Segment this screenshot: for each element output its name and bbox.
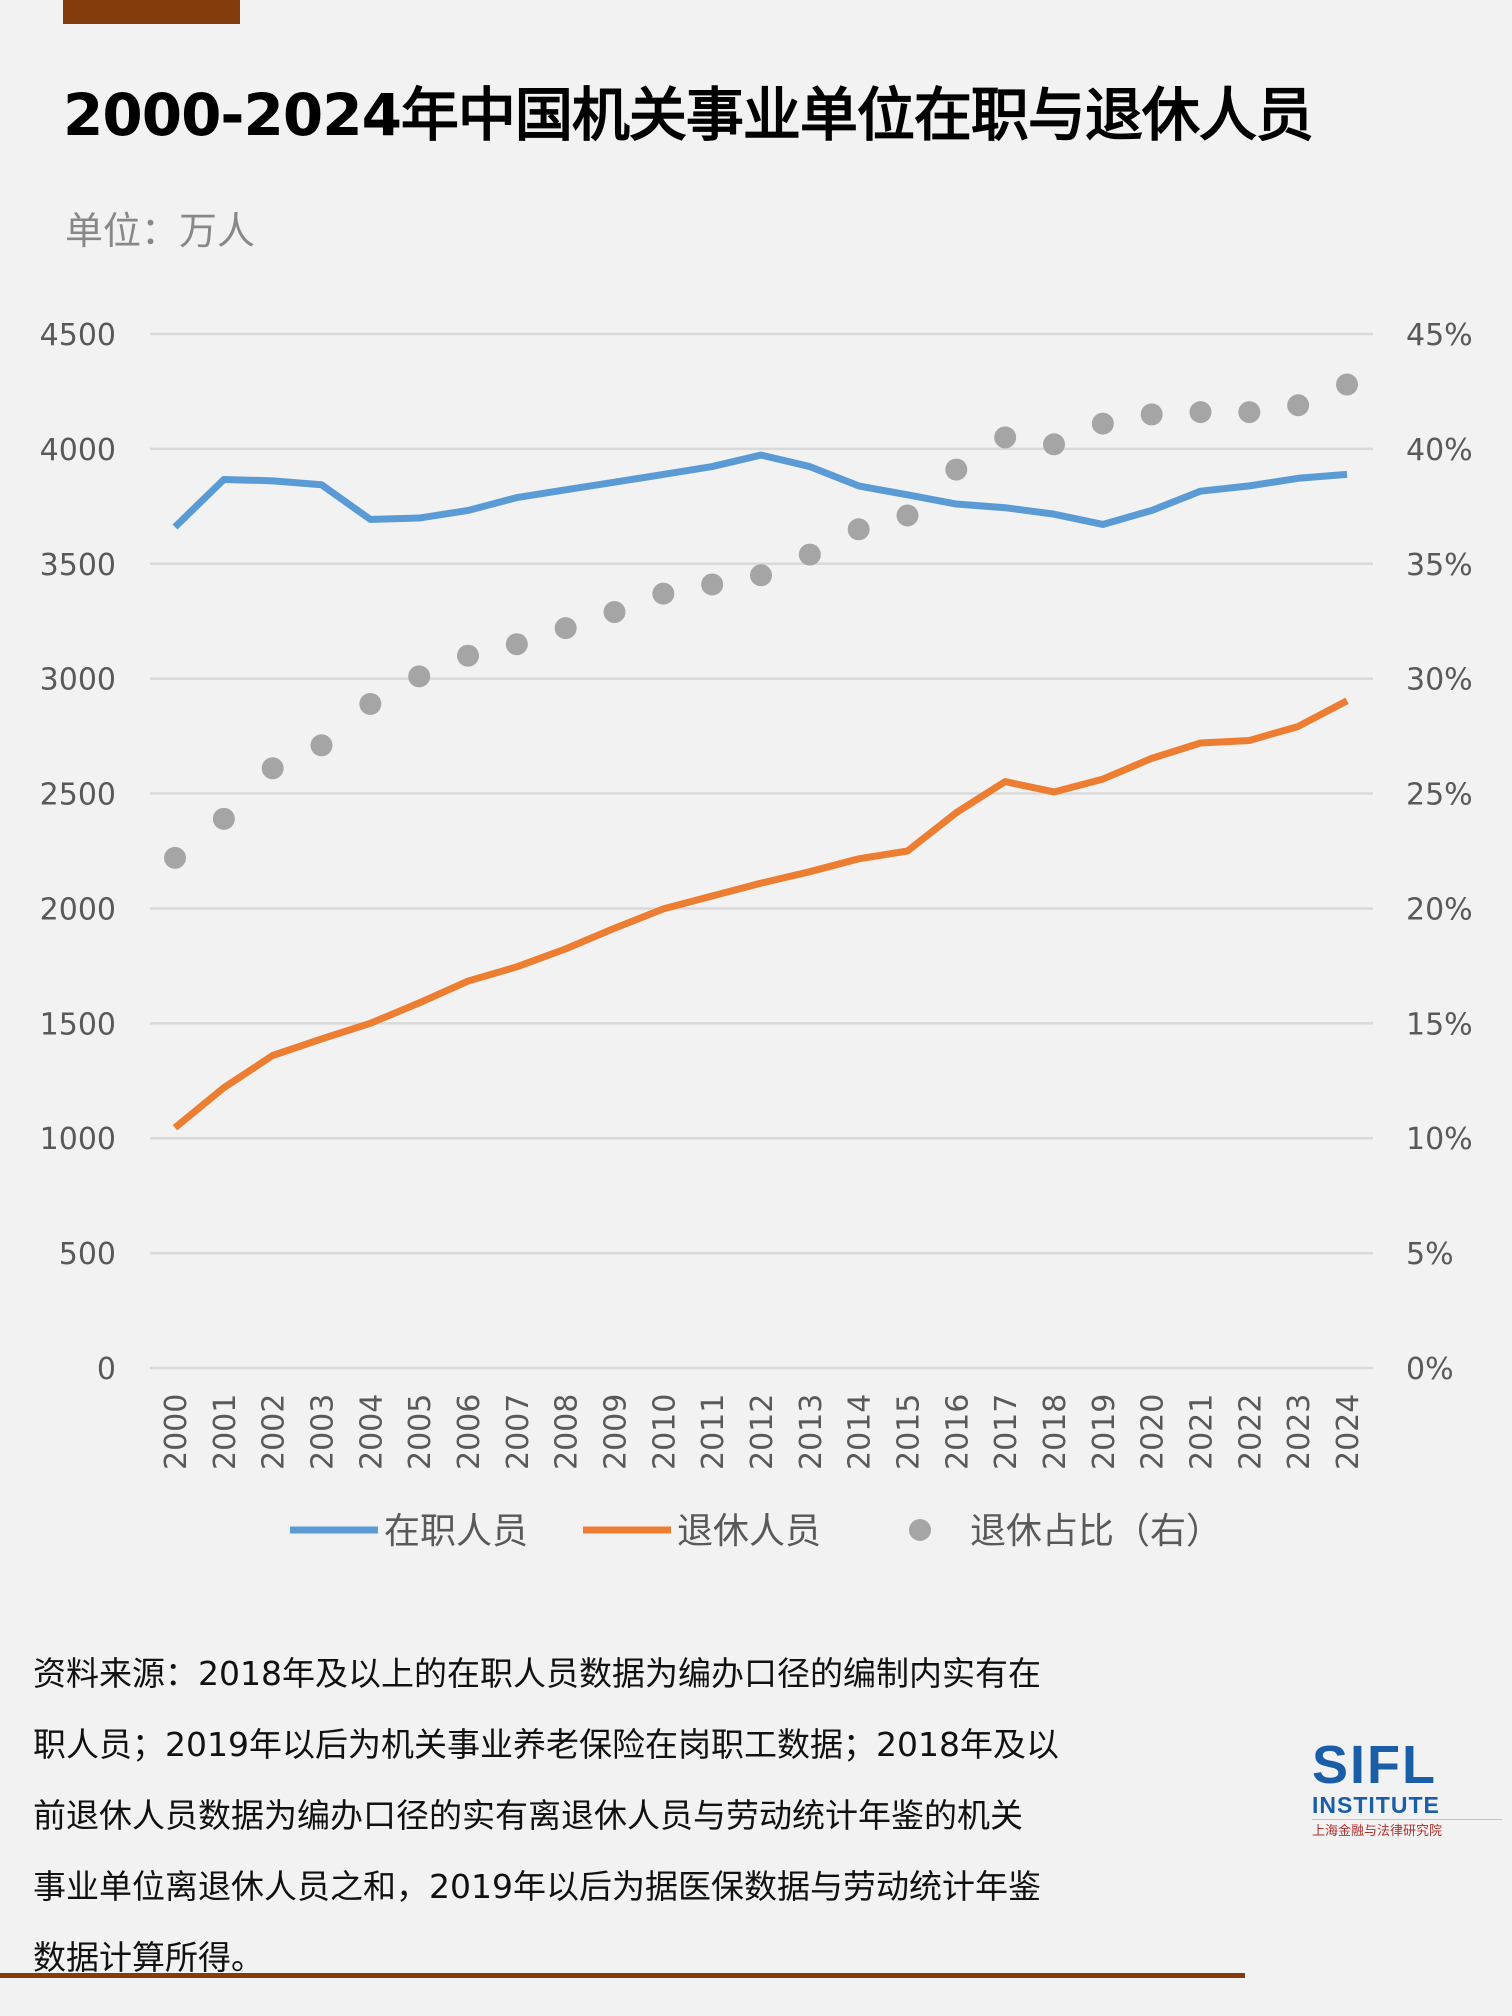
x-tick-label: 2022 [1233, 1394, 1268, 1470]
data-point [652, 582, 675, 605]
x-tick-label: 2000 [159, 1394, 194, 1470]
data-point [945, 458, 968, 481]
x-tick-label: 2018 [1038, 1394, 1073, 1470]
data-point [310, 734, 333, 757]
left-tick-label: 4000 [40, 433, 116, 468]
x-tick-label: 2004 [354, 1394, 389, 1470]
data-point [554, 617, 577, 640]
source-line: 事业单位离退休人员之和，2019年以后为据医保数据与劳动统计年鉴 [33, 1867, 1041, 1906]
x-tick-label: 2002 [257, 1394, 292, 1470]
source-line: 数据计算所得。 [33, 1938, 264, 1977]
data-point [408, 665, 431, 688]
source-line: 资料来源：2018年及以上的在职人员数据为编办口径的编制内实有在 [33, 1654, 1041, 1693]
right-tick-label: 40% [1406, 433, 1473, 468]
source-note: 资料来源：2018年及以上的在职人员数据为编办口径的编制内实有在 职人员；201… [33, 1638, 1233, 1993]
x-tick-label: 2003 [306, 1394, 341, 1470]
x-tick-label: 2008 [550, 1394, 585, 1470]
x-tick-label: 2024 [1331, 1394, 1366, 1470]
x-tick-label: 2021 [1185, 1394, 1220, 1470]
series-line [172, 697, 1349, 1131]
x-tick-label: 2019 [1087, 1394, 1122, 1470]
left-tick-label: 500 [59, 1237, 116, 1272]
left-tick-label: 2500 [40, 778, 116, 813]
logo-cn: 上海金融与法律研究院 [1312, 1824, 1443, 1839]
source-line: 职人员；2019年以后为机关事业养老保险在岗职工数据；2018年及以 [33, 1725, 1059, 1764]
bottom-divider [0, 1973, 1245, 1978]
left-tick-label: 3500 [40, 548, 116, 583]
data-point [212, 807, 235, 830]
x-tick-label: 2016 [940, 1394, 975, 1470]
accent-bar [63, 0, 240, 24]
data-point [457, 644, 479, 667]
x-tick-label: 2013 [794, 1394, 829, 1470]
data-point [1238, 401, 1261, 424]
right-tick-label: 30% [1406, 663, 1473, 698]
series-line [172, 451, 1348, 530]
legend-label: 在职人员 [384, 1511, 528, 1552]
x-tick-label: 2017 [989, 1394, 1024, 1470]
data-point [164, 846, 186, 869]
data-point [1287, 394, 1310, 417]
x-tick-label: 2009 [599, 1394, 634, 1470]
legend-label: 退休占比（右） [970, 1511, 1222, 1552]
chart: 0 500 1000 1500 2000 2500 3000 3500 4000 4500 0% 5%… [40, 318, 1473, 1552]
left-tick-label: 1500 [40, 1007, 116, 1042]
data-point [261, 757, 284, 780]
x-tick-label: 2005 [403, 1394, 438, 1470]
x-tick-label: 2011 [696, 1394, 731, 1470]
data-point [1140, 403, 1163, 426]
left-tick-label: 4500 [40, 318, 116, 353]
legend-label: 退休人员 [677, 1511, 821, 1552]
data-point [359, 692, 382, 715]
data-point [1189, 401, 1212, 424]
x-tick-label: 2023 [1282, 1394, 1317, 1470]
data-point [505, 633, 528, 656]
right-tick-label: 15% [1406, 1007, 1473, 1042]
left-tick-label: 3000 [40, 663, 116, 698]
x-tick-label: 2012 [745, 1394, 780, 1470]
logo-sub: INSTITUTE [1312, 1792, 1502, 1820]
sifl-logo: SIFL INSTITUTE 上海金融与法律研究院 [1312, 1738, 1502, 1839]
data-point [798, 543, 821, 566]
right-tick-label: 10% [1406, 1122, 1473, 1157]
source-line: 前退休人员数据为编办口径的实有离退休人员与劳动统计年鉴的机关 [33, 1796, 1023, 1835]
unit-label: 单位：万人 [65, 209, 256, 253]
legend-swatch [909, 1519, 931, 1541]
page-title: 2000-2024年中国机关事业单位在职与退休人员 [63, 81, 1314, 149]
data-point [1043, 433, 1065, 456]
left-tick-label: 2000 [40, 892, 116, 927]
data-point [750, 564, 772, 587]
right-tick-label: 45% [1406, 318, 1473, 353]
right-tick-label: 35% [1406, 548, 1473, 583]
right-tick-label: 5% [1406, 1237, 1454, 1272]
data-point [847, 518, 870, 541]
right-tick-label: 20% [1406, 892, 1473, 927]
x-tick-label: 2010 [647, 1394, 682, 1470]
right-tick-label: 0% [1406, 1352, 1454, 1387]
x-tick-label: 2006 [452, 1394, 487, 1470]
x-tick-label: 2001 [208, 1394, 243, 1470]
x-tick-label: 2007 [501, 1394, 536, 1470]
right-tick-label: 25% [1406, 778, 1473, 813]
x-tick-label: 2015 [892, 1394, 927, 1470]
left-tick-label: 1000 [40, 1122, 116, 1157]
left-tick-label: 0 [97, 1352, 116, 1387]
x-tick-label: 2020 [1136, 1394, 1171, 1470]
data-point [1091, 412, 1114, 435]
data-point [994, 426, 1017, 449]
x-tick-label: 2014 [843, 1394, 878, 1470]
data-point [603, 601, 626, 624]
data-point [896, 504, 919, 527]
data-point [1336, 373, 1358, 396]
logo-text: SIFL [1312, 1735, 1437, 1795]
data-point [701, 573, 724, 596]
